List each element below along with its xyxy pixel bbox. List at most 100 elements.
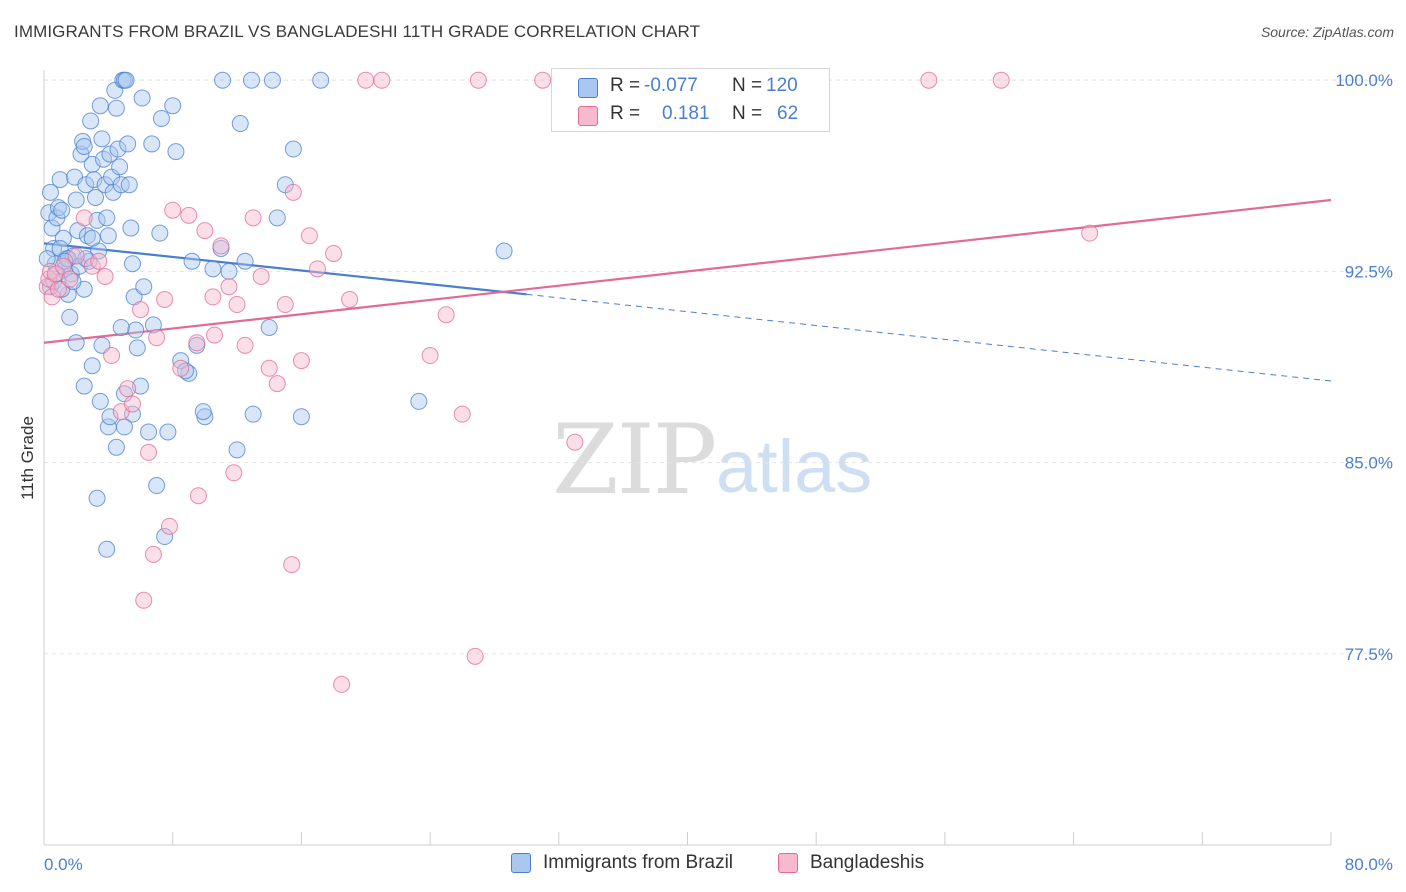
bottom-legend-brazil: Immigrants from Brazil: [511, 852, 733, 874]
data-point: [38, 250, 56, 268]
data-point: [135, 591, 153, 609]
data-point: [98, 209, 116, 227]
data-point: [244, 209, 262, 227]
data-point: [308, 260, 326, 278]
data-point: [67, 191, 85, 209]
data-point: [123, 405, 141, 423]
data-point: [333, 675, 351, 693]
data-point: [312, 71, 330, 89]
data-point: [292, 352, 310, 370]
data-point: [143, 135, 161, 153]
data-point: [263, 71, 281, 89]
data-point: [268, 375, 286, 393]
y-tick-label: 92.5%: [1345, 262, 1393, 281]
trend-line: [43, 198, 1332, 344]
y-axis-label: 11th Grade: [18, 416, 37, 500]
legend-n-label: N =: [732, 75, 763, 96]
data-point: [132, 301, 150, 319]
data-point: [144, 545, 162, 563]
data-point: [119, 135, 137, 153]
y-tick-label: 77.5%: [1345, 645, 1393, 664]
data-point: [41, 262, 59, 280]
legend-row-bangladeshi: R = 0.181 N = 62: [552, 101, 829, 129]
data-point: [112, 318, 130, 336]
data-point: [212, 237, 230, 255]
data-point: [1081, 224, 1099, 242]
x-tick-label: 0.0%: [44, 855, 83, 874]
data-point: [188, 334, 206, 352]
legend-r-label: R =: [610, 75, 641, 96]
data-point: [148, 477, 166, 495]
y-tick-label: 85.0%: [1345, 454, 1393, 473]
data-point: [236, 252, 254, 270]
data-point: [103, 347, 121, 365]
data-point: [341, 290, 359, 308]
data-point: [75, 377, 93, 395]
data-point: [236, 336, 254, 354]
data-point: [122, 219, 140, 237]
data-point: [99, 227, 117, 245]
data-point: [228, 296, 246, 314]
data-point: [90, 252, 108, 270]
data-point: [180, 206, 198, 224]
data-point: [53, 201, 71, 219]
data-point: [107, 99, 125, 117]
legend-r-value: -0.077: [644, 75, 698, 96]
data-point: [111, 158, 129, 176]
data-point: [284, 183, 302, 201]
data-point: [421, 347, 439, 365]
data-point: [67, 334, 85, 352]
data-point: [123, 395, 141, 413]
axes: [43, 70, 1332, 846]
x-tick-label: 80.0%: [1345, 855, 1393, 874]
data-point: [159, 423, 177, 441]
tick-labels: 100.0% 92.5% 85.0% 77.5% 0.0% 80.0%: [44, 71, 1393, 874]
data-point: [88, 489, 106, 507]
data-point: [410, 392, 428, 410]
data-point: [86, 188, 104, 206]
data-point: [284, 140, 302, 158]
data-point: [91, 97, 109, 115]
bottom-legend-swatch-bangladeshi: [778, 853, 798, 873]
data-point: [61, 308, 79, 326]
data-point: [85, 171, 103, 189]
data-point: [75, 209, 93, 227]
data-point: [214, 71, 232, 89]
data-point: [260, 359, 278, 377]
data-point: [88, 211, 106, 229]
legend-row-brazil: R = -0.077 N = 120: [552, 73, 829, 101]
data-point: [357, 71, 375, 89]
data-point: [123, 255, 141, 273]
data-point: [101, 408, 119, 426]
data-point: [180, 364, 198, 382]
trend-line: [43, 242, 527, 296]
bottom-legend-label-brazil: Immigrants from Brazil: [543, 852, 734, 873]
data-point: [43, 219, 61, 237]
data-point: [172, 359, 190, 377]
legend-swatch-bangladeshi: [578, 106, 598, 126]
data-point: [75, 137, 93, 155]
legend-n-label: N =: [732, 103, 763, 124]
data-point: [128, 339, 146, 357]
data-point: [466, 647, 484, 665]
data-point: [140, 423, 158, 441]
trend-lines: [43, 198, 1332, 382]
data-point: [119, 380, 137, 398]
watermark-atlas: atlas: [716, 425, 873, 508]
data-point: [83, 229, 101, 247]
data-point: [156, 290, 174, 308]
data-point: [49, 280, 67, 298]
data-point: [164, 97, 182, 115]
data-point: [152, 109, 170, 127]
legend-n-value: 120: [766, 75, 798, 96]
data-point: [220, 262, 238, 280]
bottom-legend-swatch-brazil: [511, 853, 531, 873]
data-point: [194, 403, 212, 421]
data-point: [160, 517, 178, 535]
data-points: [38, 71, 1099, 693]
data-point: [228, 441, 246, 459]
data-point: [469, 71, 487, 89]
data-point: [67, 247, 85, 265]
data-point: [120, 176, 138, 194]
data-point: [54, 229, 72, 247]
